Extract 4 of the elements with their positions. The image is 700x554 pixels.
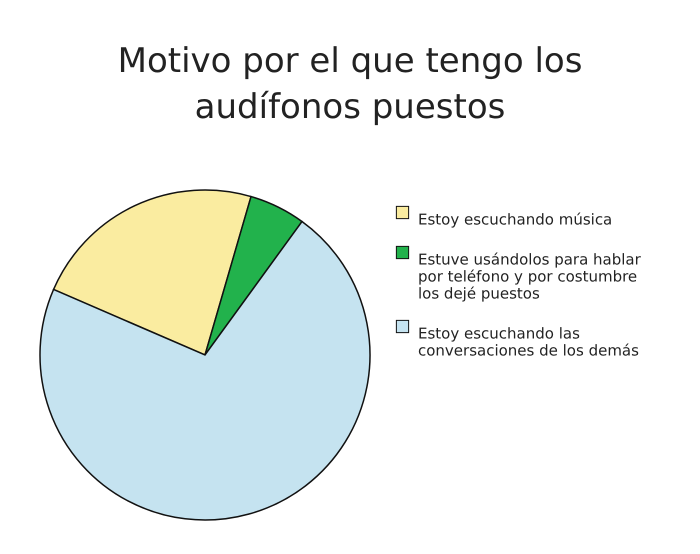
legend-label: Estoy escuchando las conversaciones de los demás <box>418 324 640 360</box>
chart-title: Motivo por el que tengo los audífonos puestos <box>118 41 582 127</box>
legend-label: Estuve usándolos para hablar por teléfono y por costumbre los dejé puestos <box>418 250 642 302</box>
legend-label: Estoy escuchando música <box>418 210 612 228</box>
